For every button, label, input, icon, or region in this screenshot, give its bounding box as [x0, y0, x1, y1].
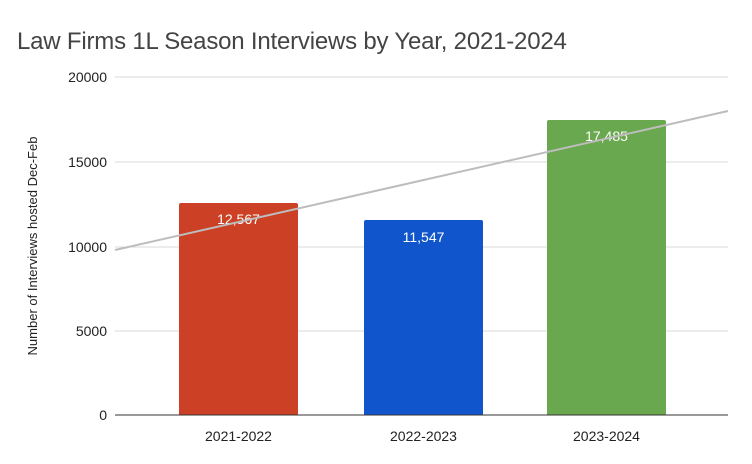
bar-2021-2022 — [179, 203, 298, 415]
x-axis-ticks: 2021-2022 2022-2023 2023-2024 — [205, 428, 640, 444]
y-tick-label: 10000 — [68, 239, 107, 255]
y-tick-label: 20000 — [68, 69, 107, 85]
chart-title: Law Firms 1L Season Interviews by Year, … — [17, 28, 567, 55]
y-tick-label: 15000 — [68, 154, 107, 170]
x-tick-label: 2021-2022 — [205, 428, 272, 444]
trendline — [114, 110, 729, 251]
y-axis-label: Number of Interviews hosted Dec-Feb — [25, 137, 40, 356]
y-axis-ticks: 20000 15000 10000 5000 0 — [68, 69, 107, 423]
y-tick-label: 5000 — [76, 323, 107, 339]
bars — [179, 120, 666, 415]
bar-2023-2024 — [547, 120, 666, 415]
data-label-2022-2023: 11,547 — [403, 229, 445, 245]
x-tick-label: 2023-2024 — [573, 428, 640, 444]
y-tick-label: 0 — [99, 407, 107, 423]
x-tick-label: 2022-2023 — [390, 428, 457, 444]
data-label-2021-2022: 12,567 — [217, 211, 260, 227]
bar-2022-2023 — [364, 220, 483, 415]
